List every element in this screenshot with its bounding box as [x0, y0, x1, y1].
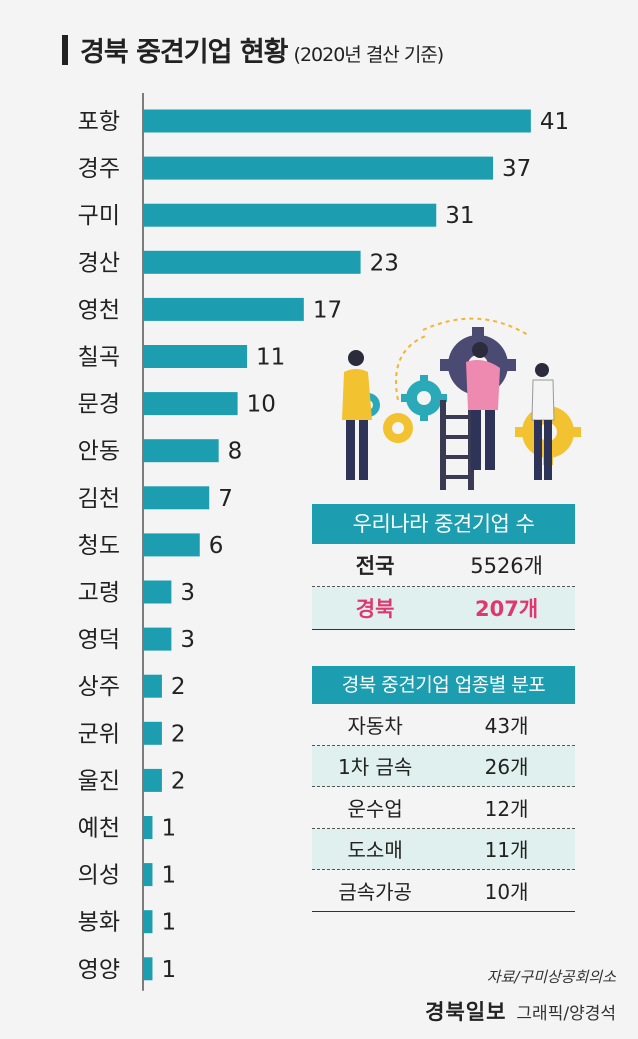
graphic-credit: 그래픽/양경석: [516, 1004, 616, 1024]
category-label: 안동: [78, 439, 120, 465]
industry-row: 자동차 43개: [312, 704, 575, 746]
bar: [143, 439, 219, 463]
category-label: 포항: [78, 109, 120, 135]
source-note: 자료/구미상공회의소: [486, 968, 616, 986]
bar: [143, 627, 172, 651]
industry-table: 경북 중견기업 업종별 분포 자동차 43개 1차 금속 26개 운수업 12개…: [312, 666, 575, 912]
bar: [143, 250, 361, 274]
value-label: 41: [540, 109, 569, 135]
category-label: 군위: [78, 721, 120, 747]
category-label: 칠곡: [78, 345, 120, 371]
value-label: 10: [247, 392, 276, 418]
value-label: 31: [445, 203, 474, 229]
national-table-header: 우리나라 중견기업 수: [312, 504, 575, 544]
bar: [143, 345, 248, 368]
value-label: 23: [370, 250, 399, 276]
category-label: 영덕: [78, 627, 120, 653]
value-label: 1: [161, 910, 176, 936]
category-label: 경주: [78, 156, 120, 182]
value-label: 2: [171, 674, 186, 700]
industry-table-header: 경북 중견기업 업종별 분포: [312, 666, 575, 704]
row-label: 도소매: [347, 838, 403, 863]
row-value: 10개: [484, 879, 529, 904]
bar: [143, 156, 494, 180]
bar: [143, 768, 162, 792]
category-label: 문경: [78, 392, 120, 418]
category-label: 경산: [78, 250, 120, 276]
value-label: 8: [228, 439, 243, 465]
value-label: 17: [313, 297, 342, 323]
newspaper-logo: 경북일보: [425, 999, 507, 1024]
value-label: 2: [171, 721, 186, 747]
value-label: 1: [161, 863, 176, 889]
industry-row: 운수업 12개: [312, 787, 575, 829]
category-label: 봉화: [78, 910, 120, 936]
national-row-all: 전국 5526개: [312, 544, 575, 587]
bar: [143, 957, 153, 981]
category-label: 영양: [78, 957, 120, 983]
industry-row: 도소매 11개: [312, 828, 575, 870]
value-label: 7: [218, 486, 233, 512]
value-label: 11: [256, 345, 285, 371]
bar: [143, 486, 210, 510]
category-label: 구미: [78, 203, 120, 229]
row-label: 운수업: [347, 796, 403, 821]
row-value: 43개: [484, 713, 529, 738]
bar: [143, 203, 437, 227]
value-label: 3: [180, 580, 195, 606]
row-label: 자동차: [347, 713, 403, 738]
chart-title: 경북 중견기업 현황 (2020년 결산 기준): [62, 30, 445, 69]
category-label: 영천: [78, 297, 120, 323]
bar: [143, 109, 531, 133]
title-marker: [62, 34, 68, 65]
category-label: 청도: [78, 533, 120, 559]
row-label: 경북: [355, 597, 395, 621]
bar: [143, 533, 200, 557]
bar: [143, 297, 304, 321]
value-label: 6: [209, 533, 224, 559]
category-label: 의성: [78, 863, 120, 889]
row-value: 12개: [484, 796, 529, 821]
bar: [143, 863, 153, 887]
row-value: 207개: [475, 597, 539, 621]
row-label: 1차 금속: [337, 755, 413, 780]
category-label: 고령: [78, 580, 120, 606]
row-value: 5526개: [470, 554, 543, 578]
row-label: 전국: [355, 554, 395, 578]
category-label: 예천: [78, 816, 120, 842]
value-label: 2: [171, 768, 186, 794]
value-label: 1: [161, 816, 176, 842]
title-subtitle: (2020년 결산 기준): [293, 44, 445, 66]
national-table: 우리나라 중견기업 수 전국 5526개 경북 207개: [312, 504, 575, 630]
row-label: 금속가공: [338, 879, 412, 904]
value-label: 3: [180, 627, 195, 653]
bar: [143, 674, 162, 698]
value-label: 37: [502, 156, 531, 182]
value-label: 1: [161, 957, 176, 983]
national-row-gyeongbuk: 경북 207개: [312, 587, 575, 630]
industry-row: 금속가공 10개: [312, 870, 575, 912]
bar: [143, 816, 153, 839]
bar: [143, 580, 172, 604]
category-label: 상주: [78, 674, 120, 700]
category-label: 울진: [78, 768, 120, 794]
industry-row: 1차 금속 26개: [312, 745, 575, 787]
row-value: 26개: [484, 755, 529, 780]
people-with-gears-icon: [342, 317, 581, 490]
category-label: 김천: [78, 486, 120, 512]
row-value: 11개: [484, 838, 529, 863]
credit-line: 경북일보 그래픽/양경석: [425, 996, 616, 1026]
bar: [143, 721, 162, 745]
bar: [143, 392, 238, 416]
title-main: 경북 중견기업 현황: [80, 37, 289, 68]
bar: [143, 910, 153, 934]
